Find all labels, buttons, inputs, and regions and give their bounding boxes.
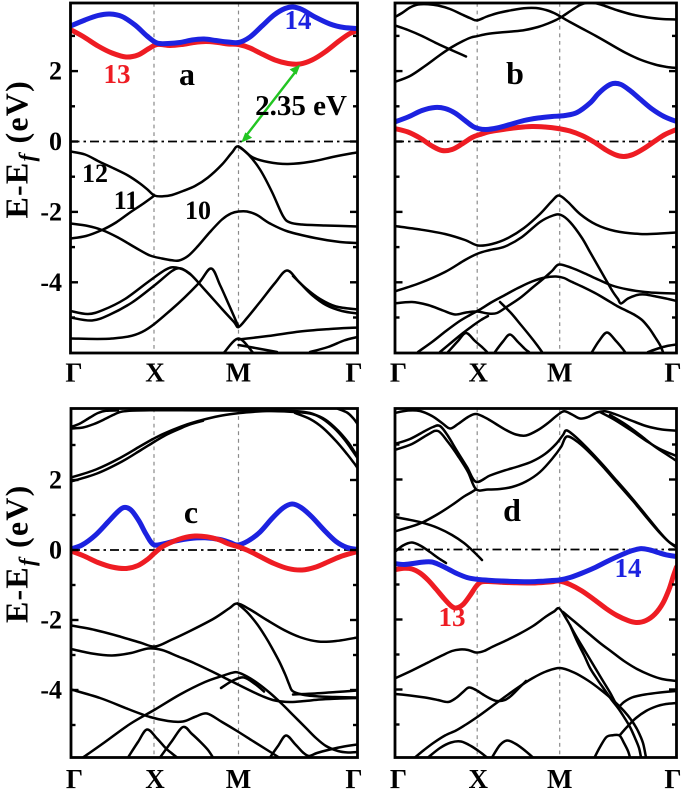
- svg-text:M: M: [226, 358, 251, 388]
- svg-text:Γ: Γ: [390, 358, 407, 388]
- svg-text:12: 12: [82, 159, 108, 188]
- svg-text:E-Ef (eV): E-Ef (eV): [0, 485, 40, 623]
- svg-text:X: X: [468, 358, 488, 388]
- svg-text:-2: -2: [40, 197, 62, 226]
- svg-text:2: 2: [49, 57, 62, 86]
- svg-text:10: 10: [185, 196, 211, 225]
- svg-text:-4: -4: [40, 676, 62, 705]
- svg-text:14: 14: [615, 553, 642, 583]
- svg-text:X: X: [468, 764, 488, 792]
- svg-text:13: 13: [439, 602, 466, 632]
- svg-text:c: c: [184, 494, 198, 530]
- svg-text:0: 0: [49, 127, 62, 156]
- svg-text:b: b: [506, 55, 524, 91]
- svg-text:Γ: Γ: [345, 358, 362, 388]
- svg-text:14: 14: [285, 5, 312, 35]
- svg-text:2: 2: [49, 466, 62, 495]
- svg-text:E-Ef (eV): E-Ef (eV): [0, 80, 40, 218]
- svg-text:Γ: Γ: [664, 358, 681, 388]
- svg-text:Γ: Γ: [66, 764, 83, 792]
- svg-text:Γ: Γ: [390, 764, 407, 792]
- svg-text:M: M: [547, 358, 572, 388]
- svg-text:a: a: [179, 56, 195, 92]
- svg-text:M: M: [226, 764, 251, 792]
- svg-text:0: 0: [49, 536, 62, 565]
- svg-text:Γ: Γ: [664, 764, 681, 792]
- svg-text:M: M: [547, 764, 572, 792]
- svg-text:-2: -2: [40, 606, 62, 635]
- svg-text:-4: -4: [40, 268, 62, 297]
- svg-text:d: d: [503, 492, 521, 528]
- svg-text:13: 13: [104, 59, 131, 89]
- svg-text:Γ: Γ: [345, 764, 362, 792]
- svg-text:2.35 eV: 2.35 eV: [255, 90, 347, 122]
- svg-text:X: X: [145, 764, 165, 792]
- svg-text:X: X: [145, 358, 165, 388]
- svg-text:11: 11: [114, 186, 139, 215]
- svg-text:Γ: Γ: [65, 358, 82, 388]
